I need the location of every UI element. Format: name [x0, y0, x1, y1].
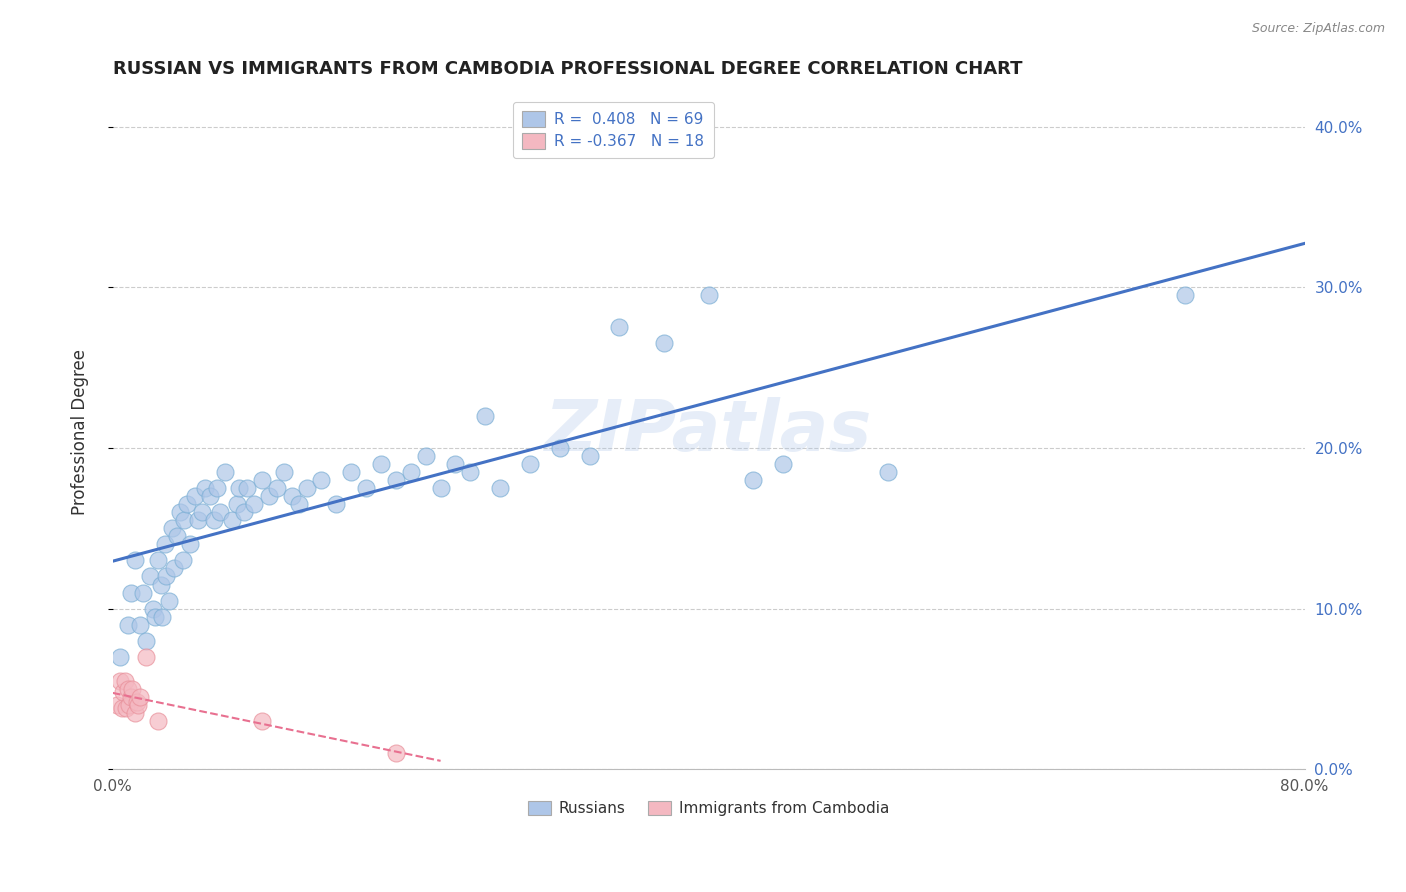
Legend: Russians, Immigrants from Cambodia: Russians, Immigrants from Cambodia — [522, 795, 896, 822]
Point — [172, 553, 194, 567]
Point — [118, 698, 141, 712]
Point — [150, 609, 173, 624]
Point — [340, 465, 363, 479]
Point — [250, 714, 273, 728]
Point — [548, 441, 571, 455]
Point — [117, 617, 139, 632]
Point — [187, 513, 209, 527]
Point — [198, 489, 221, 503]
Point — [115, 701, 138, 715]
Point — [121, 681, 143, 696]
Point — [110, 673, 132, 688]
Point — [259, 489, 281, 503]
Point — [128, 617, 150, 632]
Point — [120, 585, 142, 599]
Point — [142, 601, 165, 615]
Point — [772, 457, 794, 471]
Point — [194, 481, 217, 495]
Point — [273, 465, 295, 479]
Point — [131, 585, 153, 599]
Text: RUSSIAN VS IMMIGRANTS FROM CAMBODIA PROFESSIONAL DEGREE CORRELATION CHART: RUSSIAN VS IMMIGRANTS FROM CAMBODIA PROF… — [112, 60, 1022, 78]
Point — [295, 481, 318, 495]
Point — [228, 481, 250, 495]
Point — [250, 473, 273, 487]
Point — [143, 609, 166, 624]
Point — [111, 701, 134, 715]
Point — [652, 336, 675, 351]
Point — [105, 698, 128, 712]
Point — [697, 288, 720, 302]
Point — [166, 529, 188, 543]
Text: ZIPatlas: ZIPatlas — [546, 397, 873, 467]
Point — [429, 481, 451, 495]
Point — [209, 505, 232, 519]
Point — [169, 505, 191, 519]
Point — [155, 569, 177, 583]
Point — [288, 497, 311, 511]
Point — [385, 746, 408, 760]
Text: Source: ZipAtlas.com: Source: ZipAtlas.com — [1251, 22, 1385, 36]
Point — [280, 489, 302, 503]
Point — [112, 685, 135, 699]
Point — [110, 649, 132, 664]
Point — [221, 513, 243, 527]
Point — [135, 649, 157, 664]
Point — [325, 497, 347, 511]
Point — [205, 481, 228, 495]
Point — [1174, 288, 1197, 302]
Point — [146, 553, 169, 567]
Point — [163, 561, 186, 575]
Point — [128, 690, 150, 704]
Point — [149, 577, 172, 591]
Point — [233, 505, 256, 519]
Point — [173, 513, 195, 527]
Point — [236, 481, 259, 495]
Point — [266, 481, 288, 495]
Point — [124, 706, 146, 720]
Point — [202, 513, 225, 527]
Point — [179, 537, 201, 551]
Point — [162, 521, 184, 535]
Point — [474, 409, 496, 423]
Point — [176, 497, 198, 511]
Point — [214, 465, 236, 479]
Point — [415, 449, 437, 463]
Point — [146, 714, 169, 728]
Y-axis label: Professional Degree: Professional Degree — [72, 349, 89, 515]
Point — [114, 673, 136, 688]
Point — [153, 537, 176, 551]
Point — [311, 473, 333, 487]
Point — [460, 465, 482, 479]
Point — [139, 569, 162, 583]
Point — [354, 481, 377, 495]
Point — [399, 465, 422, 479]
Point — [225, 497, 247, 511]
Point — [127, 698, 149, 712]
Point — [578, 449, 600, 463]
Point — [124, 553, 146, 567]
Point — [370, 457, 392, 471]
Point — [117, 681, 139, 696]
Point — [742, 473, 765, 487]
Point — [609, 320, 631, 334]
Point — [444, 457, 467, 471]
Point — [489, 481, 512, 495]
Point — [135, 633, 157, 648]
Point — [876, 465, 898, 479]
Point — [385, 473, 408, 487]
Point — [519, 457, 541, 471]
Point — [120, 690, 142, 704]
Point — [159, 593, 181, 607]
Point — [191, 505, 214, 519]
Point — [243, 497, 266, 511]
Point — [184, 489, 207, 503]
Point — [125, 695, 148, 709]
